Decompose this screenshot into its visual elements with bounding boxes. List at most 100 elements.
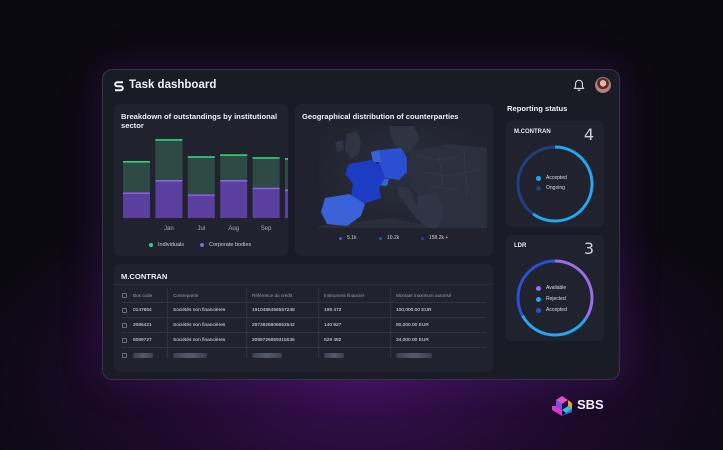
row-checkbox[interactable] [122,323,127,328]
row-checkbox[interactable] [122,353,127,358]
ring-segment [516,259,594,337]
ring-legend-item: Accepted [536,175,567,181]
bar-corporate-bodies[interactable] [252,187,280,218]
geo-distribution-card: Geographical distribution of counterpart… [295,104,493,256]
col-separator [390,288,391,358]
sector-breakdown-card: Breakdown of outstandings by institution… [114,104,288,256]
bar-individuals[interactable] [187,156,215,195]
cell-instrument: 529 482 [324,338,342,343]
bar-corporate-bodies[interactable] [155,180,183,218]
map-region-iberia [321,194,365,226]
map-legend-mid-label: 10.2k [387,235,400,241]
col-header-bos-code[interactable]: Bos code [133,293,153,298]
skeleton-cell [396,353,432,358]
bar-top-highlight [252,187,280,190]
cell-instrument: 140 927 [324,323,342,328]
ring-legend-dot [536,307,541,313]
cell-bos-code: 5089727 [133,338,152,343]
row-checkbox[interactable] [122,338,127,343]
bar-top-highlight [123,161,150,163]
bar-top-highlight [155,139,183,141]
cell-counterparty: Sociétés non financières [173,323,226,328]
brand-name: SBS [577,397,604,412]
bar-individuals[interactable] [155,139,183,180]
bar-top-highlight [187,194,215,196]
europe-map[interactable] [319,126,487,228]
cell-bos-code: 2086421 [133,323,152,328]
bar-corporate-bodies[interactable] [285,189,288,219]
bar-top-highlight [187,156,215,158]
bar-top-highlight [252,157,280,159]
header-divider [122,302,486,303]
bell-icon[interactable] [573,79,585,92]
col-header-instrument[interactable]: Instrument financier [324,293,365,298]
bar-top-highlight [285,189,288,192]
select-all-checkbox[interactable] [122,293,127,298]
bar-top-highlight [220,180,248,182]
skeleton-cell [252,353,282,358]
ring-legend-label: Rejected [546,296,566,302]
x-tick-label: Jan [164,226,174,232]
ring-legend-dot [536,285,541,291]
map-legend-high: 158.2k + [421,235,448,241]
legend-individuals-label: Individuals [158,242,184,248]
col-header-credit-ref[interactable]: Référence du crédit [252,293,293,298]
dashboard-window: Task dashboard Breakdown of outstandings… [102,69,620,380]
s-logo-icon [114,81,124,92]
cell-credit-ref: 2873826806652542 [252,323,295,328]
legend-corporate-label: Corporate bodies [209,242,252,248]
map-region-germany [379,148,407,180]
page-title: Task dashboard [129,79,217,91]
map-legend-low-label: 5.1k [347,235,357,241]
ring-legend-dot [536,175,541,181]
ring-segment [516,145,594,223]
reporting-card-name: LDR [514,243,527,249]
bar-individuals[interactable] [220,154,248,180]
ring-legend-dot [536,185,541,191]
col-header-counterparty[interactable]: Contrepartie [173,293,199,298]
user-avatar[interactable] [595,77,611,93]
cell-instrument: 199 472 [324,308,342,313]
ring-legend-item: Accepted [536,307,567,313]
status-ring-chart [516,259,594,337]
x-tick-label: Jul [197,226,205,232]
bar-top-highlight [220,154,248,156]
cell-credit-ref: 2089726659315536 [252,338,295,343]
ring-segment [516,259,594,337]
x-tick-label: Sep [261,226,272,232]
cell-counterparty: Sociétés non financières [173,308,226,313]
bar-corporate-bodies[interactable] [220,180,248,218]
bar-individuals[interactable] [285,158,288,190]
map-legend-high-dot [421,236,424,240]
reporting-card-ldr[interactable]: LDR 3 Available Rejected Accepted [506,235,604,341]
cell-counterparty: Sociétés non financières [173,338,226,343]
reporting-card-mcontran[interactable]: M.CONTRAN 4 Accepted Ongoing [506,121,604,227]
bar-corporate-bodies[interactable] [187,194,215,218]
legend-corporate: Corporate bodies [200,242,251,248]
cell-max-amount: 34,000.00 EUR [396,338,429,343]
map-legend-mid-dot [379,236,382,240]
map-borders [418,150,480,197]
ring-legend-label: Accepted [546,307,567,313]
row-checkbox[interactable] [122,308,127,313]
row-divider [122,332,486,333]
bar-individuals[interactable] [252,157,280,188]
table-title: M.CONTRAN [121,272,168,281]
col-separator [167,288,168,358]
bar-individuals[interactable] [123,161,150,193]
ring-legend-item: Available [536,285,566,291]
sector-bar-chart: JanJulAugSepOct [123,139,288,232]
map-legend-high-label: 158.2k + [429,235,449,241]
ring-legend-item: Ongoing [536,185,565,191]
map-legend-low: 5.1k [339,235,356,241]
sector-breakdown-title-line1: Breakdown of outstandings by institution… [121,112,278,121]
map-region-balkans [417,194,444,228]
skeleton-cell [133,353,153,358]
map-region-benelux [371,150,381,162]
bar-corporate-bodies[interactable] [123,192,150,218]
bar-top-highlight [155,180,183,182]
col-header-max-amount[interactable]: Montant maximum autorisé [396,293,452,298]
cell-bos-code: 0147864 [133,308,152,313]
bar-top-highlight [285,158,288,160]
skeleton-cell [173,353,207,358]
